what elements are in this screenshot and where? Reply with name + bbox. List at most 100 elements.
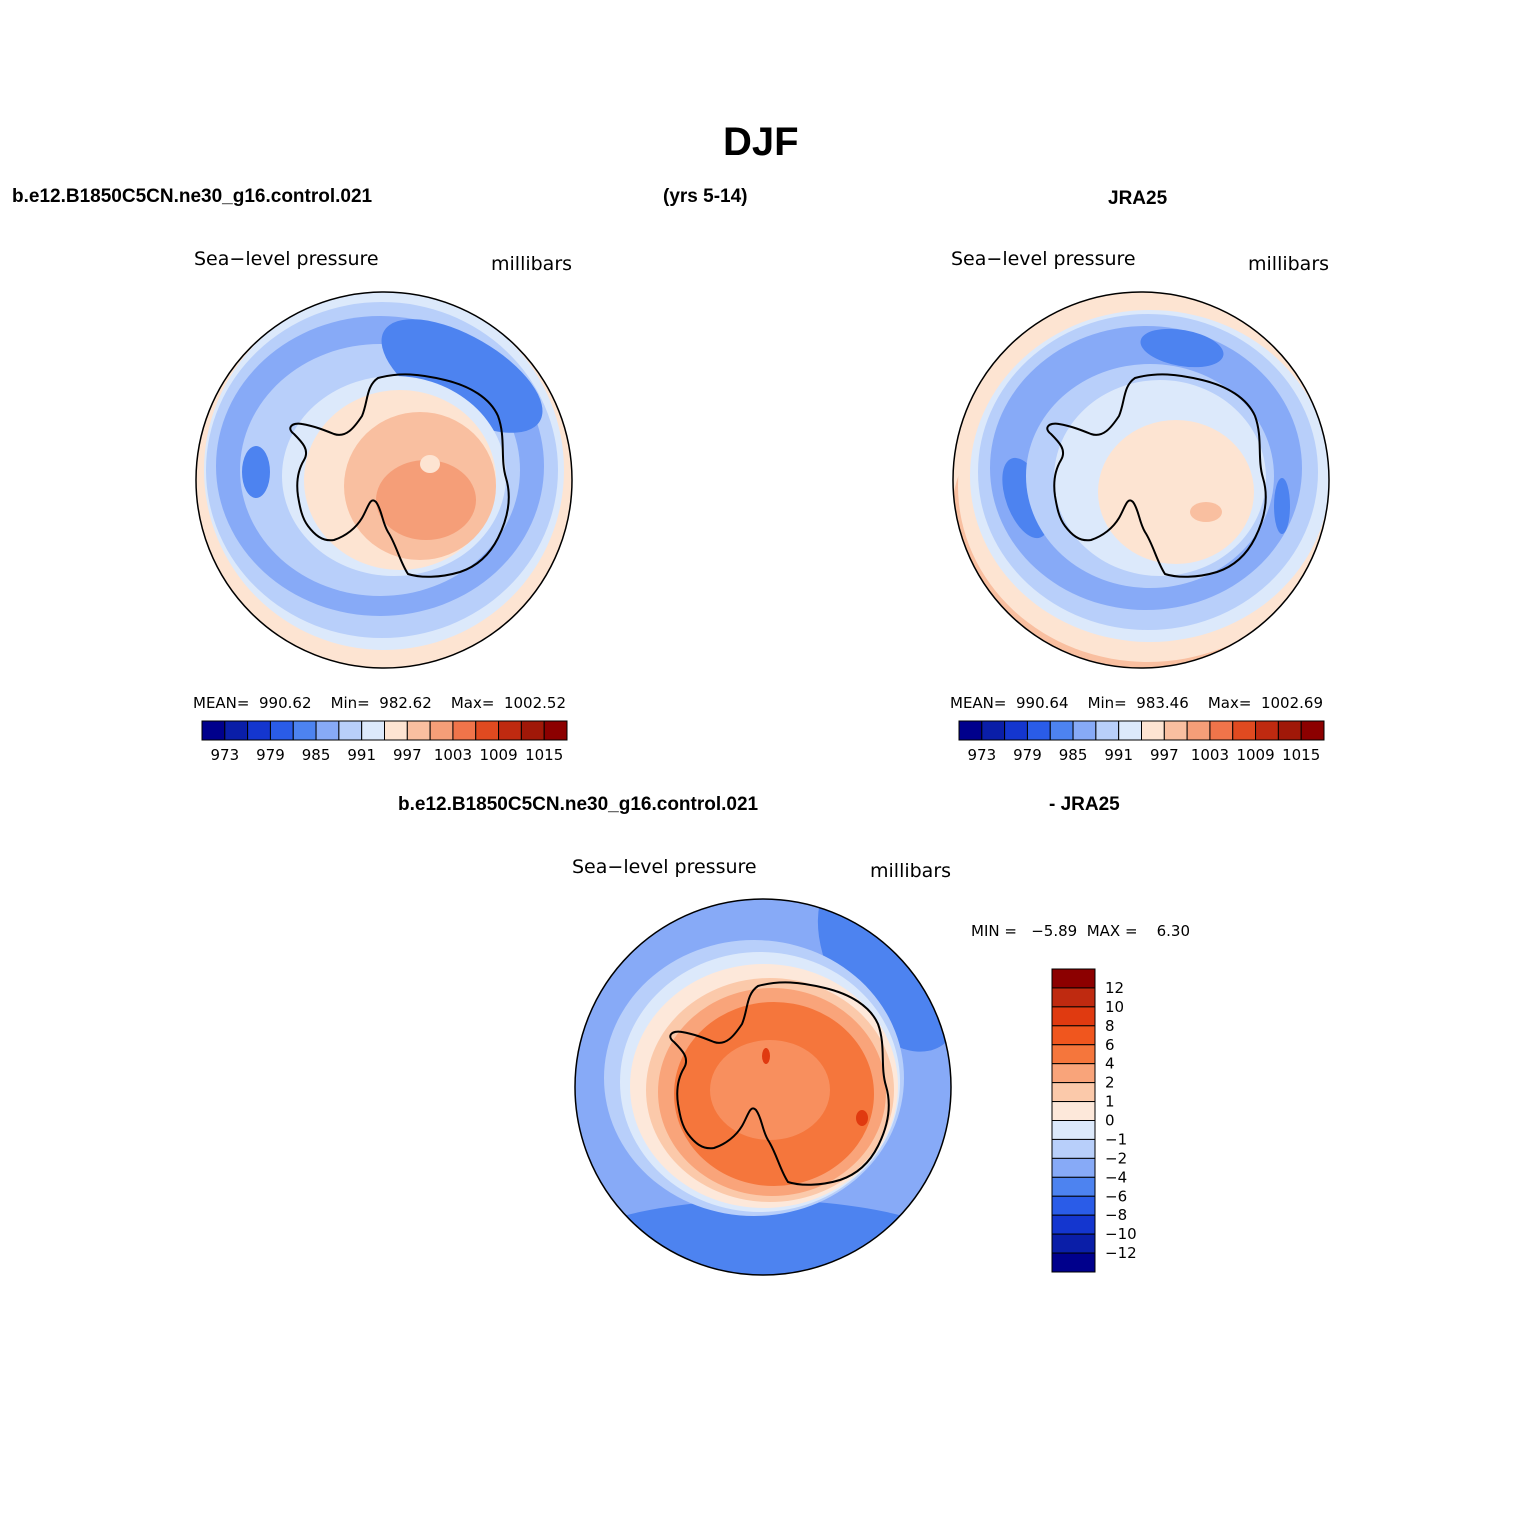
obs-colorbar: 973 979 985 991 997 1003 1009 1015 [958,720,1325,764]
model-colorbar-tick-label: 979 [256,746,285,764]
diff-colorbar-tick-label: 8 [1105,1017,1115,1035]
model-map-border [195,291,573,669]
model-colorbar-swatch [475,720,500,741]
model-colorbar-tick-label: 991 [347,746,376,764]
model-colorbar: 973 979 985 991 997 1003 1009 1015 [201,720,568,764]
diff-colorbar-tick-label: −8 [1105,1206,1127,1224]
model-colorbar-tick-label: 973 [210,746,239,764]
model-colorbar-tick-label: 997 [393,746,422,764]
model-colorbar-swatch [315,720,340,741]
model-colorbar-tick-label: 1009 [479,746,517,764]
model-colorbar-swatch [452,720,477,741]
obs-colorbar-swatch [1277,720,1302,741]
years-label: (yrs 5-14) [663,186,748,207]
model-colorbar-tick-label: 985 [302,746,331,764]
model-colorbar-swatch [338,720,363,741]
obs-colorbar-tick-label: 1015 [1282,746,1320,764]
model-colorbar-swatch [498,720,522,741]
model-colorbar-swatch [292,720,317,741]
diff-colorbar-swatch [1051,1233,1096,1254]
model-colorbar-swatch [201,720,226,741]
diff-colorbar-tick-label: −1 [1105,1130,1127,1148]
obs-colorbar-swatch [1163,720,1188,741]
model-colorbar-tick-label: 1015 [525,746,563,764]
obs-colorbar-swatch [1004,720,1028,741]
diff-colorbar-swatch [1051,1101,1096,1121]
obs-colorbar-swatch [1095,720,1120,741]
obs-variable-label: Sea−level pressure [951,248,1136,270]
obs-colorbar-swatch [1072,720,1097,741]
obs-colorbar-swatch [1209,720,1234,741]
diff-colorbar-swatch [1051,1138,1096,1159]
diff-colorbar-tick-label: −4 [1105,1168,1127,1186]
diff-colorbar-tick-label: 6 [1105,1036,1115,1054]
diff-colorbar-swatch [1051,987,1096,1008]
obs-units-label: millibars [1248,253,1330,275]
obs-colorbar-swatch [1255,720,1279,741]
diff-map-border [574,898,952,1276]
diff-colorbar-tick-label: 10 [1105,998,1124,1016]
model-colorbar-swatch [224,720,249,741]
diff-colorbar-swatch [1051,1252,1096,1273]
diff-colorbar-tick-label: 1 [1105,1093,1115,1111]
model-colorbar-swatch [543,720,568,741]
model-colorbar-swatch [269,720,294,741]
figure-title: DJF [723,120,799,164]
obs-map [953,292,1329,668]
obs-colorbar-swatch [1300,720,1325,741]
obs-colorbar-tick-label: 1009 [1236,746,1274,764]
obs-map-border [952,291,1330,669]
model-stats: MEAN= 990.62 Min= 982.62 Max= 1002.52 [193,694,566,712]
diff-units-label: millibars [870,860,952,882]
model-units-label: millibars [491,253,573,275]
obs-colorbar-swatch [1118,720,1142,741]
model-colorbar-swatch [247,720,271,741]
diff-case-label: b.e12.B1850C5CN.ne30_g16.control.021 [398,794,759,815]
diff-ref-label: - JRA25 [1049,794,1120,815]
diff-colorbar-swatch [1051,1157,1096,1178]
diff-colorbar-tick-label: 4 [1105,1055,1115,1073]
model-map [196,292,572,668]
model-colorbar-swatch [429,720,454,741]
obs-colorbar-swatch [1049,720,1074,741]
obs-colorbar-tick-label: 991 [1104,746,1133,764]
model-colorbar-tick-label: 1003 [434,746,472,764]
obs-colorbar-swatch [1141,720,1165,741]
diff-colorbar-tick-label: 2 [1105,1074,1115,1092]
diff-colorbar-tick-label: −6 [1105,1187,1127,1205]
obs-colorbar-tick-label: 979 [1013,746,1042,764]
diff-colorbar-tick-label: −2 [1105,1149,1127,1167]
diff-colorbar-swatch [1051,1006,1096,1027]
diff-colorbar-swatch [1051,1195,1096,1216]
obs-colorbar-swatch [981,720,1006,741]
obs-colorbar-tick-label: 1003 [1191,746,1229,764]
diff-colorbar-tick-label: 12 [1105,979,1124,997]
right-case-label: JRA25 [1108,188,1168,209]
obs-colorbar-swatch [1186,720,1211,741]
diff-colorbar-swatch [1051,1176,1096,1197]
diff-colorbar-swatch [1051,1063,1096,1084]
diff-colorbar-swatch [1051,1120,1096,1140]
diff-colorbar-tick-label: −12 [1105,1244,1137,1262]
model-variable-label: Sea−level pressure [194,248,379,270]
model-colorbar-swatch [406,720,431,741]
model-colorbar-swatch [384,720,408,741]
model-colorbar-swatch [361,720,385,741]
model-colorbar-swatch [520,720,545,741]
diff-map [575,899,951,1275]
left-case-label: b.e12.B1850C5CN.ne30_g16.control.021 [12,186,373,207]
diff-colorbar-tick-label: 0 [1105,1112,1115,1130]
diff-variable-label: Sea−level pressure [572,856,757,878]
diff-stats: MIN = −5.89 MAX = 6.30 [971,922,1191,940]
diff-colorbar-tick-label: −10 [1105,1225,1137,1243]
diff-colorbar-swatch [1051,1214,1096,1235]
obs-colorbar-swatch [958,720,983,741]
obs-colorbar-tick-label: 973 [967,746,996,764]
diff-colorbar-swatch [1051,1082,1096,1103]
diff-colorbar-swatch [1051,1044,1096,1065]
obs-colorbar-swatch [1232,720,1257,741]
obs-colorbar-swatch [1026,720,1051,741]
obs-stats: MEAN= 990.64 Min= 983.46 Max= 1002.69 [950,694,1323,712]
